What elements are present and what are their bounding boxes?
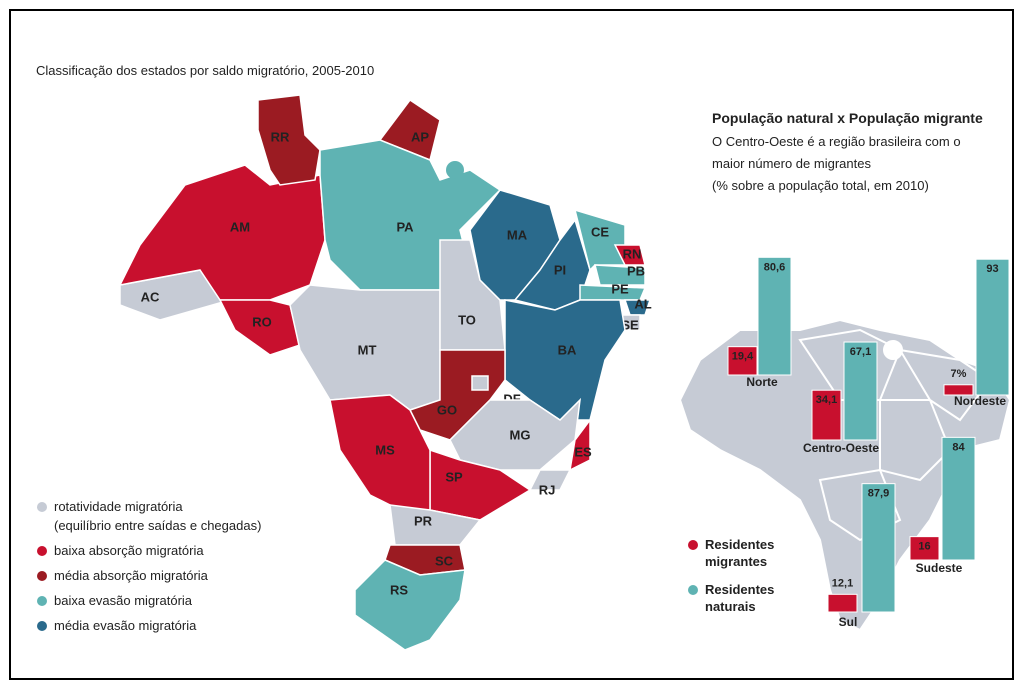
state-shape: [528, 469, 572, 491]
region-label: Sul: [839, 615, 858, 629]
inset-legend-label: Residentes: [705, 582, 774, 597]
state-shape: [569, 417, 591, 472]
state-label: ES: [574, 444, 592, 459]
legend-swatch: [37, 502, 47, 512]
inset-legend-swatch: [688, 540, 698, 550]
inset-legend-label: Residentes: [705, 537, 774, 552]
state-label: AL: [634, 296, 651, 311]
bar: [843, 341, 878, 441]
state-shape: [408, 349, 506, 441]
inset-legend-label: naturais: [705, 599, 756, 614]
state-label: PR: [414, 513, 433, 528]
state-shape: [613, 244, 646, 266]
state-label: SC: [435, 553, 454, 568]
state-label: CE: [591, 224, 609, 239]
bar: [861, 483, 896, 613]
state-label: RN: [623, 246, 642, 261]
value-label: 67,1: [850, 346, 871, 358]
legend-note: (equilíbrio entre saídas e chegadas): [54, 518, 261, 533]
map-title: Classificação dos estados por saldo migr…: [36, 63, 374, 78]
state-label: MA: [507, 227, 528, 242]
region-label: Sudeste: [916, 561, 963, 575]
state-label: BA: [558, 342, 577, 357]
state-shape: [389, 504, 482, 546]
state-label: AC: [141, 289, 160, 304]
state-label: SP: [445, 469, 463, 484]
legend-swatch: [37, 546, 47, 556]
inset-title: População natural x População migrante: [712, 110, 983, 126]
bar: [909, 536, 940, 561]
legend-label: baixa evasão migratória: [54, 593, 193, 608]
state-label: MT: [358, 342, 377, 357]
state-label: RJ: [539, 482, 556, 497]
inset-subtitle: (% sobre a população total, em 2010): [712, 178, 929, 193]
bar: [827, 593, 858, 613]
state-shape: [439, 239, 506, 351]
value-label: 87,9: [868, 488, 889, 500]
state-shape: [257, 94, 321, 186]
region-label: Centro-Oeste: [803, 441, 879, 455]
state-label: SE: [621, 317, 639, 332]
bar: [943, 384, 974, 396]
state-shape: [329, 394, 431, 511]
bar: [757, 256, 792, 376]
state-label: RR: [271, 129, 290, 144]
value-label: 93: [986, 263, 998, 275]
value-label: 12,1: [832, 577, 853, 589]
inset-legend-label: migrantes: [705, 554, 767, 569]
state-label: GO: [437, 402, 457, 417]
legend-label: média evasão migratória: [54, 618, 197, 633]
legend-label: média absorção migratória: [54, 568, 209, 583]
state-label: MS: [375, 442, 395, 457]
legend-swatch: [37, 571, 47, 581]
state-label: TO: [458, 312, 476, 327]
bar: [941, 436, 976, 561]
state-label: AP: [411, 129, 429, 144]
state-label: PB: [627, 263, 645, 278]
region-label: Nordeste: [954, 394, 1006, 408]
inset-subtitle: maior número de migrantes: [712, 156, 871, 171]
bar: [727, 346, 758, 376]
legend-swatch: [37, 621, 47, 631]
state-shape: [354, 559, 466, 651]
bar: [975, 258, 1010, 396]
state-shape: [623, 299, 652, 316]
legend-label: baixa absorção migratória: [54, 543, 204, 558]
state-label: MG: [510, 427, 531, 442]
legend-swatch: [37, 596, 47, 606]
bar: [811, 389, 842, 441]
value-label: 84: [952, 441, 965, 453]
state-label: RS: [390, 582, 408, 597]
value-label: 16: [918, 541, 930, 553]
island: [446, 161, 464, 179]
inset-subtitle: O Centro-Oeste é a região brasileira com…: [712, 134, 961, 149]
value-label: 80,6: [764, 261, 785, 273]
legend-label: rotatividade migratória: [54, 499, 183, 514]
state-label: PA: [396, 219, 414, 234]
state-label: PE: [611, 281, 629, 296]
state-label: RO: [252, 314, 272, 329]
state-label: PI: [554, 262, 566, 277]
value-label: 19,4: [732, 351, 754, 363]
value-label: 34,1: [816, 394, 837, 406]
region-label: Norte: [746, 375, 778, 389]
state-label: AM: [230, 219, 250, 234]
state-shape: [471, 375, 489, 391]
state-shape: [573, 208, 626, 272]
inset-legend-swatch: [688, 585, 698, 595]
state-shape: [594, 264, 646, 286]
value-label: 7%: [951, 368, 967, 380]
